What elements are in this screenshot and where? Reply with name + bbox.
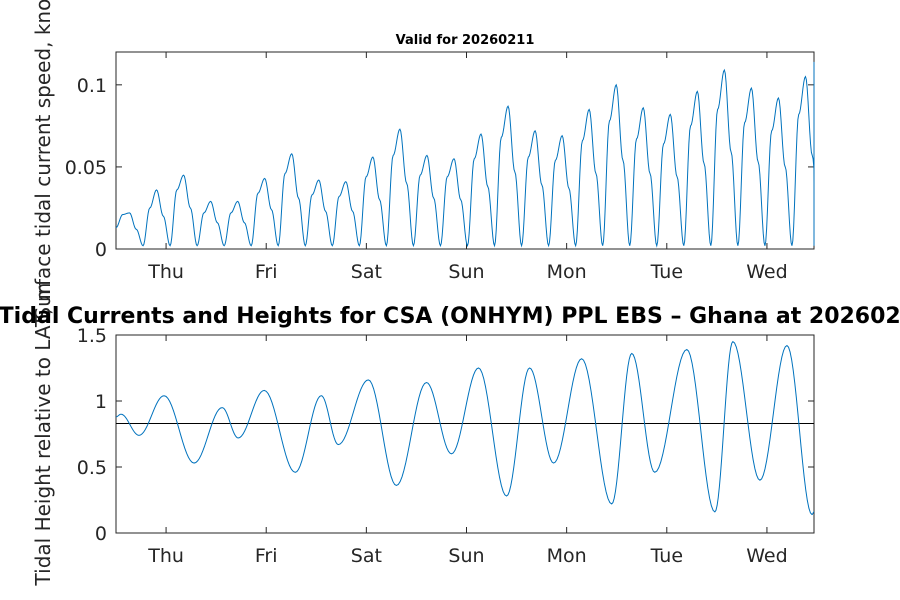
current-speed-axes bbox=[115, 51, 815, 250]
current-speed-ticks: Thu Fri Sat Sun Mon Tue Wed 0 0.05 0.1 bbox=[65, 52, 814, 283]
tidal-height-x-tick-label: Thu bbox=[147, 545, 184, 567]
current-speed-y-tick-label: 0.1 bbox=[77, 75, 107, 97]
current-speed-x-tick-label: Wed bbox=[746, 261, 787, 283]
current-speed-x-tick-label: Mon bbox=[547, 261, 587, 283]
tidal-height-y-tick-label: 0.5 bbox=[77, 457, 107, 479]
current-speed-x-tick-label: Thu bbox=[147, 261, 184, 283]
tidal-height-y-tick-label: 1 bbox=[95, 391, 107, 413]
current-speed-y-tick-label: 0.05 bbox=[65, 157, 107, 179]
current-speed-y-axis-label: Surface tidal current speed, knots bbox=[31, 0, 55, 320]
tidal-height-x-tick-label: Mon bbox=[547, 545, 587, 567]
current-speed-y-tick-label: 0 bbox=[95, 239, 107, 261]
tidal-height-x-tick-label: Sat bbox=[351, 545, 382, 567]
tidal-height-x-tick-label: Wed bbox=[746, 545, 787, 567]
tidal-height-x-tick-label: Sun bbox=[448, 545, 484, 567]
current-speed-chart-title: Valid for 20260211 bbox=[396, 33, 535, 48]
tidal-height-x-tick-label: Fri bbox=[255, 545, 278, 567]
current-speed-series-line bbox=[115, 61, 815, 248]
current-speed-x-tick-label: Sun bbox=[448, 261, 484, 283]
current-speed-x-tick-label: Tue bbox=[650, 261, 683, 283]
tidal-height-y-axis-label: Tidal Height relative to LAT, m bbox=[31, 283, 55, 587]
tidal-height-y-tick-label: 1.5 bbox=[77, 325, 107, 347]
current-speed-x-tick-label: Sat bbox=[351, 261, 382, 283]
current-speed-chart: Valid for 20260211 Surface tidal current… bbox=[31, 0, 815, 320]
main-title: Tidal Currents and Heights for CSA (ONHY… bbox=[0, 304, 900, 329]
tidal-height-x-tick-label: Tue bbox=[650, 545, 683, 567]
tidal-height-series-line bbox=[115, 340, 815, 516]
tidal-height-axes bbox=[115, 334, 815, 534]
current-speed-x-tick-label: Fri bbox=[255, 261, 278, 283]
tidal-height-chart: Tidal Height relative to LAT, m Thu Fri Sa… bbox=[31, 283, 815, 587]
tidal-height-y-tick-label: 0 bbox=[95, 523, 107, 545]
tidal-height-ticks: Thu Fri Sat Sun Mon Tue Wed 0 0.5 1 1.5 bbox=[77, 325, 814, 567]
